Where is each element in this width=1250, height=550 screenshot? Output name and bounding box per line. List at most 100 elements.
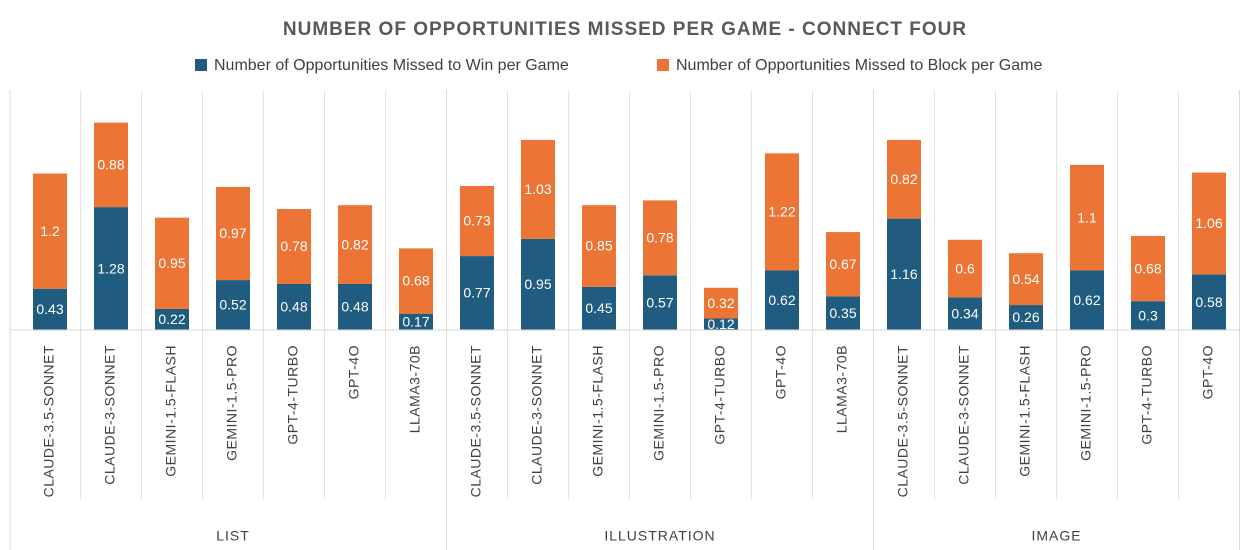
- x-tick-label: GPT-4-TURBO: [712, 345, 728, 445]
- bar-segment: [948, 239, 982, 298]
- bar-segment: [338, 283, 372, 330]
- bar-segment: [216, 280, 250, 330]
- x-tick-label: CLAUDE-3-SONNET: [102, 345, 118, 485]
- bar-segment: [1009, 253, 1043, 306]
- data-label: 0.95: [158, 255, 185, 271]
- data-label: 0.45: [585, 300, 612, 316]
- x-tick-label: GPT-4O: [773, 345, 789, 399]
- data-label: 0.85: [585, 238, 612, 254]
- data-label: 0.62: [1073, 292, 1100, 308]
- x-tick-label: CLAUDE-3.5-SONNET: [468, 345, 484, 497]
- bar-segment: [94, 207, 128, 330]
- x-tick-label: CLAUDE-3-SONNET: [529, 345, 545, 485]
- data-label: 0.95: [524, 276, 551, 292]
- data-label: 0.3: [1138, 307, 1158, 323]
- bar-segment: [643, 200, 677, 276]
- x-tick-label: LLAMA3-70B: [834, 345, 850, 433]
- x-tick-label: GEMINI-1.5-PRO: [1078, 345, 1094, 461]
- bar-segment: [399, 313, 433, 330]
- legend-swatch: [657, 59, 669, 71]
- bar-segment: [94, 122, 128, 208]
- x-tick-label: GPT-4O: [1200, 345, 1216, 399]
- data-label: 1.06: [1195, 215, 1222, 231]
- data-label: 0.62: [768, 292, 795, 308]
- legend-label: Number of Opportunities Missed to Win pe…: [214, 57, 569, 74]
- data-label: 0.82: [341, 236, 368, 252]
- data-label: 0.48: [280, 299, 307, 315]
- bar-segment: [338, 205, 372, 284]
- bar-segment: [826, 296, 860, 330]
- bar-segment: [399, 248, 433, 314]
- data-label: 0.43: [36, 301, 63, 317]
- bar-segment: [1192, 274, 1226, 330]
- data-label: 0.52: [219, 297, 246, 313]
- legend-label: Number of Opportunities Missed to Block …: [676, 57, 1042, 74]
- data-label: 0.26: [1012, 309, 1039, 325]
- bar-segment: [826, 232, 860, 297]
- data-label: 1.28: [97, 260, 124, 276]
- x-tick-label: GEMINI-1.5-FLASH: [590, 345, 606, 477]
- data-label: 0.22: [158, 311, 185, 327]
- x-tick-label: GEMINI-1.5-FLASH: [1017, 345, 1033, 477]
- bar-segment: [1009, 305, 1043, 330]
- data-label: 0.67: [829, 256, 856, 272]
- bar-segment: [948, 297, 982, 330]
- data-label: 1.1: [1077, 209, 1097, 225]
- bar-segment: [704, 287, 738, 319]
- bar-segment: [887, 139, 921, 219]
- data-label: 0.57: [646, 294, 673, 310]
- bar-segment: [765, 153, 799, 271]
- legend-swatch: [195, 59, 207, 71]
- data-label: 0.6: [955, 260, 975, 276]
- data-label: 0.88: [97, 157, 124, 173]
- data-label: 0.12: [707, 316, 734, 332]
- x-tick-label: CLAUDE-3.5-SONNET: [41, 345, 57, 497]
- bar-segment: [1070, 270, 1104, 330]
- data-label: 1.2: [40, 223, 60, 239]
- bar-segment: [1131, 235, 1165, 302]
- bar-segment: [521, 139, 555, 239]
- data-label: 0.68: [402, 273, 429, 289]
- data-label: 1.03: [524, 181, 551, 197]
- bar-segment: [582, 286, 616, 330]
- x-tick-label: LLAMA3-70B: [407, 345, 423, 433]
- bar-segment: [460, 256, 494, 330]
- bar-segment: [33, 173, 67, 289]
- x-tick-label: GPT-4O: [346, 345, 362, 399]
- data-label: 0.58: [1195, 294, 1222, 310]
- bar-segment: [521, 238, 555, 330]
- bar-segment: [216, 186, 250, 281]
- bar-segment: [887, 218, 921, 330]
- bar-segment: [277, 209, 311, 284]
- data-label: 0.78: [280, 238, 307, 254]
- data-label: 0.73: [463, 213, 490, 229]
- bar-segment: [643, 275, 677, 330]
- x-tick-label: GEMINI-1.5-PRO: [651, 345, 667, 461]
- x-tick-label: GPT-4-TURBO: [1139, 345, 1155, 445]
- data-label: 0.48: [341, 299, 368, 315]
- group-label: LIST: [216, 528, 250, 544]
- data-label: 1.22: [768, 204, 795, 220]
- bar-segment: [582, 205, 616, 287]
- bar-segment: [1131, 301, 1165, 330]
- group-label: IMAGE: [1031, 528, 1081, 544]
- data-label: 0.82: [890, 171, 917, 187]
- data-label: 0.17: [402, 314, 429, 330]
- bar-segment: [765, 270, 799, 330]
- bar-segment: [1192, 172, 1226, 275]
- data-label: 1.16: [890, 266, 917, 282]
- x-tick-label: CLAUDE-3-SONNET: [956, 345, 972, 485]
- data-label: 0.32: [707, 295, 734, 311]
- group-label: ILLUSTRATION: [604, 528, 715, 544]
- x-tick-label: CLAUDE-3.5-SONNET: [895, 345, 911, 497]
- bar-segment: [155, 217, 189, 309]
- bar-segment: [704, 318, 738, 330]
- bar-segment: [155, 308, 189, 330]
- data-label: 0.78: [646, 230, 673, 246]
- data-label: 0.97: [219, 225, 246, 241]
- data-label: 0.77: [463, 285, 490, 301]
- x-tick-label: GPT-4-TURBO: [285, 345, 301, 445]
- bar-segment: [277, 283, 311, 330]
- chart-title: NUMBER OF OPPORTUNITIES MISSED PER GAME …: [283, 19, 967, 40]
